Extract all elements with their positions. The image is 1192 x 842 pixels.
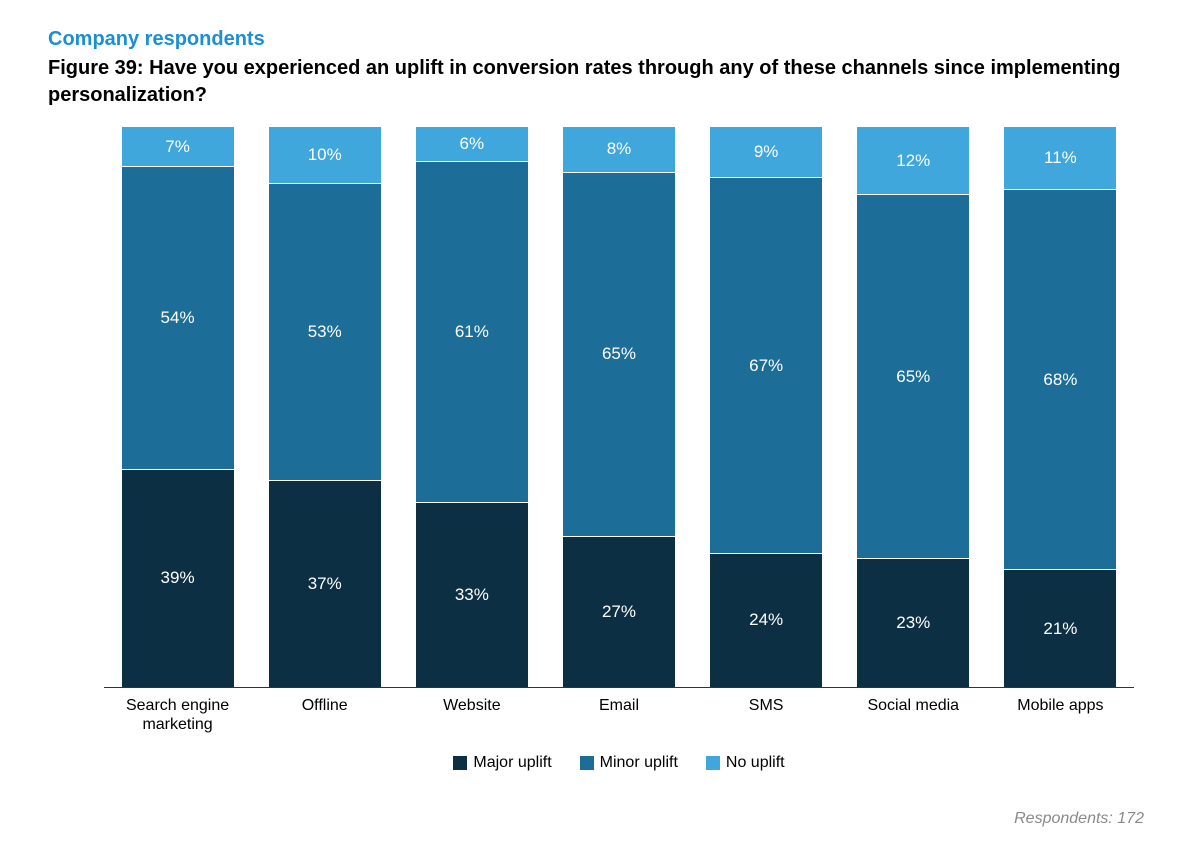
legend-swatch [706, 756, 720, 770]
bar-segment-value: 7% [165, 137, 190, 157]
category-labels-row: Search engine marketingOfflineWebsiteEma… [104, 696, 1134, 734]
bar-segment-minor: 67% [710, 177, 822, 552]
bar-segment-value: 24% [749, 610, 783, 630]
bar-segment-major: 23% [857, 558, 969, 687]
bar: 21% 68% 11% [1004, 127, 1116, 687]
legend: Major uplift Minor uplift No uplift [104, 754, 1134, 772]
bar-segment-minor: 65% [563, 172, 675, 536]
bar-segment-value: 65% [896, 367, 930, 387]
bar: 27% 65% 8% [563, 127, 675, 687]
bar-segment-value: 27% [602, 602, 636, 622]
bar-segment-minor: 65% [857, 194, 969, 558]
category-label: Search engine marketing [104, 696, 251, 734]
bar-segment-value: 12% [896, 151, 930, 171]
bar-segment-value: 65% [602, 344, 636, 364]
bar-segment-value: 6% [460, 134, 485, 154]
bar-segment-major: 24% [710, 553, 822, 687]
bar-segment-major: 21% [1004, 569, 1116, 687]
category-label: Website [398, 696, 545, 734]
bar-segment-value: 61% [455, 322, 489, 342]
bar-slot: 24% 67% 9% [693, 127, 840, 687]
bar-segment-value: 37% [308, 574, 342, 594]
respondents-count: Respondents: 172 [1014, 810, 1144, 828]
bar: 33% 61% 6% [416, 127, 528, 687]
legend-label: Minor uplift [600, 754, 678, 772]
bar-segment-major: 37% [269, 480, 381, 687]
legend-item-major: Major uplift [453, 754, 551, 772]
bar: 23% 65% 12% [857, 127, 969, 687]
category-label: SMS [693, 696, 840, 734]
bars-row: 39% 54% 7% 37% 53% 10% 33% 61% 6% 27% 65% 8% 24% 67% 9… [104, 127, 1134, 688]
company-respondents-title: Company respondents [48, 28, 1144, 51]
bar-segment-value: 23% [896, 613, 930, 633]
bar-segment-value: 21% [1043, 619, 1077, 639]
bar-segment-value: 68% [1043, 370, 1077, 390]
bar-segment-none: 9% [710, 127, 822, 177]
bar-slot: 23% 65% 12% [840, 127, 987, 687]
stacked-bar-chart: 39% 54% 7% 37% 53% 10% 33% 61% 6% 27% 65% 8% 24% 67% 9… [104, 127, 1134, 772]
bar: 24% 67% 9% [710, 127, 822, 687]
bar-segment-value: 8% [607, 139, 632, 159]
bar-segment-none: 11% [1004, 127, 1116, 189]
bar-segment-value: 54% [161, 308, 195, 328]
bar-segment-none: 7% [122, 127, 234, 166]
bar: 39% 54% 7% [122, 127, 234, 687]
bar-segment-none: 12% [857, 127, 969, 194]
category-label: Email [545, 696, 692, 734]
bar: 37% 53% 10% [269, 127, 381, 687]
bar-segment-value: 33% [455, 585, 489, 605]
legend-swatch [453, 756, 467, 770]
bar-segment-value: 39% [161, 568, 195, 588]
bar-segment-minor: 68% [1004, 189, 1116, 570]
bar-segment-minor: 54% [122, 166, 234, 468]
category-label: Offline [251, 696, 398, 734]
bar-segment-minor: 53% [269, 183, 381, 480]
bar-slot: 27% 65% 8% [545, 127, 692, 687]
bar-segment-value: 67% [749, 356, 783, 376]
legend-label: No uplift [726, 754, 785, 772]
bar-segment-value: 10% [308, 145, 342, 165]
bar-slot: 37% 53% 10% [251, 127, 398, 687]
bar-segment-major: 27% [563, 536, 675, 687]
bar-slot: 33% 61% 6% [398, 127, 545, 687]
bar-segment-major: 33% [416, 502, 528, 687]
category-label: Social media [840, 696, 987, 734]
legend-label: Major uplift [473, 754, 551, 772]
bar-segment-none: 8% [563, 127, 675, 172]
bar-segment-major: 39% [122, 469, 234, 687]
bar-slot: 39% 54% 7% [104, 127, 251, 687]
legend-item-none: No uplift [706, 754, 785, 772]
bar-segment-value: 9% [754, 142, 779, 162]
figure-title: Figure 39: Have you experienced an uplif… [48, 55, 1144, 109]
bar-segment-value: 53% [308, 322, 342, 342]
bar-slot: 21% 68% 11% [987, 127, 1134, 687]
heading-block: Company respondents Figure 39: Have you … [48, 28, 1144, 109]
legend-item-minor: Minor uplift [580, 754, 678, 772]
bar-segment-value: 11% [1044, 148, 1077, 168]
legend-swatch [580, 756, 594, 770]
bar-segment-none: 6% [416, 127, 528, 161]
bar-segment-minor: 61% [416, 161, 528, 503]
category-label: Mobile apps [987, 696, 1134, 734]
bar-segment-none: 10% [269, 127, 381, 183]
